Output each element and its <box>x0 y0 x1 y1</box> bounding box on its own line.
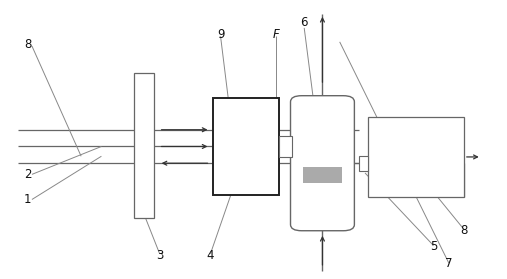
Text: 2: 2 <box>24 168 31 181</box>
Text: 8: 8 <box>24 38 31 51</box>
Bar <box>134 73 154 218</box>
Text: 4: 4 <box>207 249 214 262</box>
Text: 6: 6 <box>301 16 308 29</box>
Text: F: F <box>273 28 280 41</box>
Text: 5: 5 <box>430 240 437 253</box>
FancyBboxPatch shape <box>291 96 354 231</box>
Text: 1: 1 <box>24 193 31 206</box>
Text: 7: 7 <box>445 257 452 270</box>
Bar <box>213 98 279 195</box>
Bar <box>303 167 342 183</box>
Bar <box>279 136 292 157</box>
Text: 3: 3 <box>156 249 163 262</box>
Text: 8: 8 <box>460 224 467 237</box>
Bar <box>368 117 464 197</box>
Text: 9: 9 <box>217 28 224 41</box>
Bar <box>359 156 368 171</box>
